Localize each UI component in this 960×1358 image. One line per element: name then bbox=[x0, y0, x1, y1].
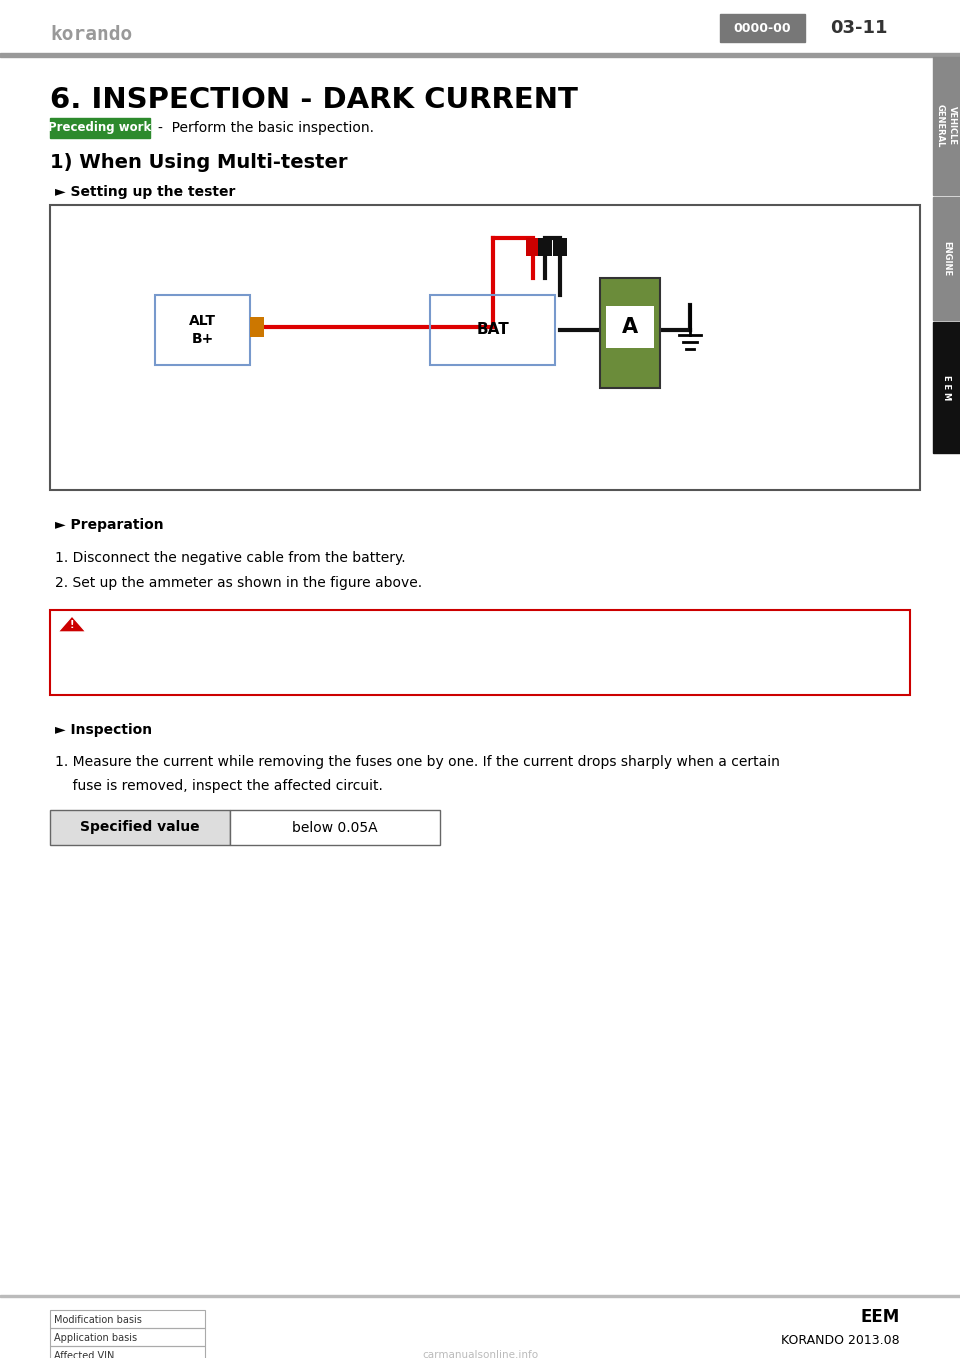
Bar bbox=[430, 295, 555, 365]
Text: EEM: EEM bbox=[861, 1308, 900, 1325]
Polygon shape bbox=[58, 617, 86, 631]
Text: 1) When Using Multi-tester: 1) When Using Multi-tester bbox=[50, 152, 348, 171]
Text: ► Preparation: ► Preparation bbox=[55, 517, 163, 532]
Bar bbox=[50, 205, 920, 490]
Text: ENGINE: ENGINE bbox=[942, 240, 951, 276]
Text: Application basis: Application basis bbox=[54, 1334, 137, 1343]
Bar bbox=[0, 1296, 960, 1297]
Text: 03-11: 03-11 bbox=[830, 19, 887, 37]
Bar bbox=[50, 809, 230, 845]
Text: C A U T I O N: C A U T I O N bbox=[92, 621, 201, 636]
Text: ► Setting up the tester: ► Setting up the tester bbox=[55, 185, 235, 200]
Text: 2. Set up the ammeter as shown in the figure above.: 2. Set up the ammeter as shown in the fi… bbox=[55, 576, 422, 589]
Text: ► Inspection: ► Inspection bbox=[55, 722, 152, 737]
Text: !: ! bbox=[70, 621, 74, 630]
Text: VEHICLE
GENERAL: VEHICLE GENERAL bbox=[936, 105, 957, 148]
Bar bbox=[50, 610, 910, 695]
Bar bbox=[525, 238, 540, 257]
Text: E E M: E E M bbox=[942, 375, 951, 401]
Bar bbox=[230, 809, 440, 845]
Bar bbox=[933, 197, 960, 320]
Text: 6. INSPECTION - DARK CURRENT: 6. INSPECTION - DARK CURRENT bbox=[50, 86, 578, 114]
Text: korando: korando bbox=[50, 26, 132, 45]
Bar bbox=[538, 238, 551, 257]
Bar bbox=[606, 306, 654, 348]
Bar bbox=[720, 14, 805, 42]
Text: 1. Measure the current while removing the fuses one by one. If the current drops: 1. Measure the current while removing th… bbox=[55, 755, 780, 769]
Text: Preceding work: Preceding work bbox=[48, 121, 152, 134]
Bar bbox=[933, 57, 960, 196]
Text: 0000-00: 0000-00 bbox=[733, 22, 791, 34]
Bar bbox=[50, 1346, 205, 1358]
Bar bbox=[250, 316, 264, 337]
Bar bbox=[0, 53, 960, 57]
Text: Connect the “+” probe to ground wiring and “−”probe to “−”terminal of battery.: Connect the “+” probe to ground wiring a… bbox=[60, 653, 600, 667]
Text: Modification basis: Modification basis bbox=[54, 1315, 142, 1325]
Bar bbox=[933, 322, 960, 454]
Text: below 0.05A: below 0.05A bbox=[292, 820, 378, 835]
Bar bbox=[50, 1328, 205, 1346]
Text: Affected VIN: Affected VIN bbox=[54, 1351, 114, 1358]
Bar bbox=[600, 278, 660, 388]
Text: -  Perform the basic inspection.: - Perform the basic inspection. bbox=[158, 121, 374, 134]
Text: BAT: BAT bbox=[476, 322, 509, 338]
Text: A: A bbox=[622, 316, 638, 337]
Bar bbox=[553, 238, 567, 257]
Text: KORANDO 2013.08: KORANDO 2013.08 bbox=[781, 1334, 900, 1347]
Text: carmanualsonline.info: carmanualsonline.info bbox=[422, 1350, 538, 1358]
Text: fuse is removed, inspect the affected circuit.: fuse is removed, inspect the affected ci… bbox=[55, 779, 383, 793]
Bar bbox=[50, 118, 150, 139]
Text: Specified value: Specified value bbox=[81, 820, 200, 835]
Bar bbox=[50, 1310, 205, 1328]
Text: 1. Disconnect the negative cable from the battery.: 1. Disconnect the negative cable from th… bbox=[55, 551, 406, 565]
Text: ALT
B+: ALT B+ bbox=[189, 314, 216, 346]
Bar bbox=[155, 295, 250, 365]
